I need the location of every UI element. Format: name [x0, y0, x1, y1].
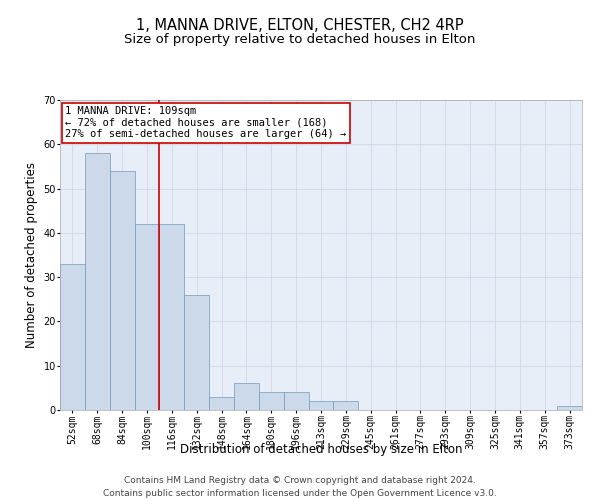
Bar: [308, 401, 334, 410]
Bar: [85, 153, 110, 410]
Bar: [209, 396, 234, 410]
Text: 1, MANNA DRIVE, ELTON, CHESTER, CH2 4RP: 1, MANNA DRIVE, ELTON, CHESTER, CH2 4RP: [136, 18, 464, 32]
Text: 1 MANNA DRIVE: 109sqm
← 72% of detached houses are smaller (168)
27% of semi-det: 1 MANNA DRIVE: 109sqm ← 72% of detached …: [65, 106, 346, 140]
Bar: [110, 171, 134, 410]
Text: Contains HM Land Registry data © Crown copyright and database right 2024.
Contai: Contains HM Land Registry data © Crown c…: [103, 476, 497, 498]
Bar: [184, 295, 209, 410]
Bar: [557, 406, 582, 410]
Text: Size of property relative to detached houses in Elton: Size of property relative to detached ho…: [124, 32, 476, 46]
Bar: [259, 392, 284, 410]
Bar: [134, 224, 160, 410]
Bar: [284, 392, 308, 410]
Bar: [160, 224, 184, 410]
Bar: [60, 264, 85, 410]
Y-axis label: Number of detached properties: Number of detached properties: [25, 162, 38, 348]
Bar: [334, 401, 358, 410]
Bar: [234, 384, 259, 410]
Text: Distribution of detached houses by size in Elton: Distribution of detached houses by size …: [180, 442, 462, 456]
